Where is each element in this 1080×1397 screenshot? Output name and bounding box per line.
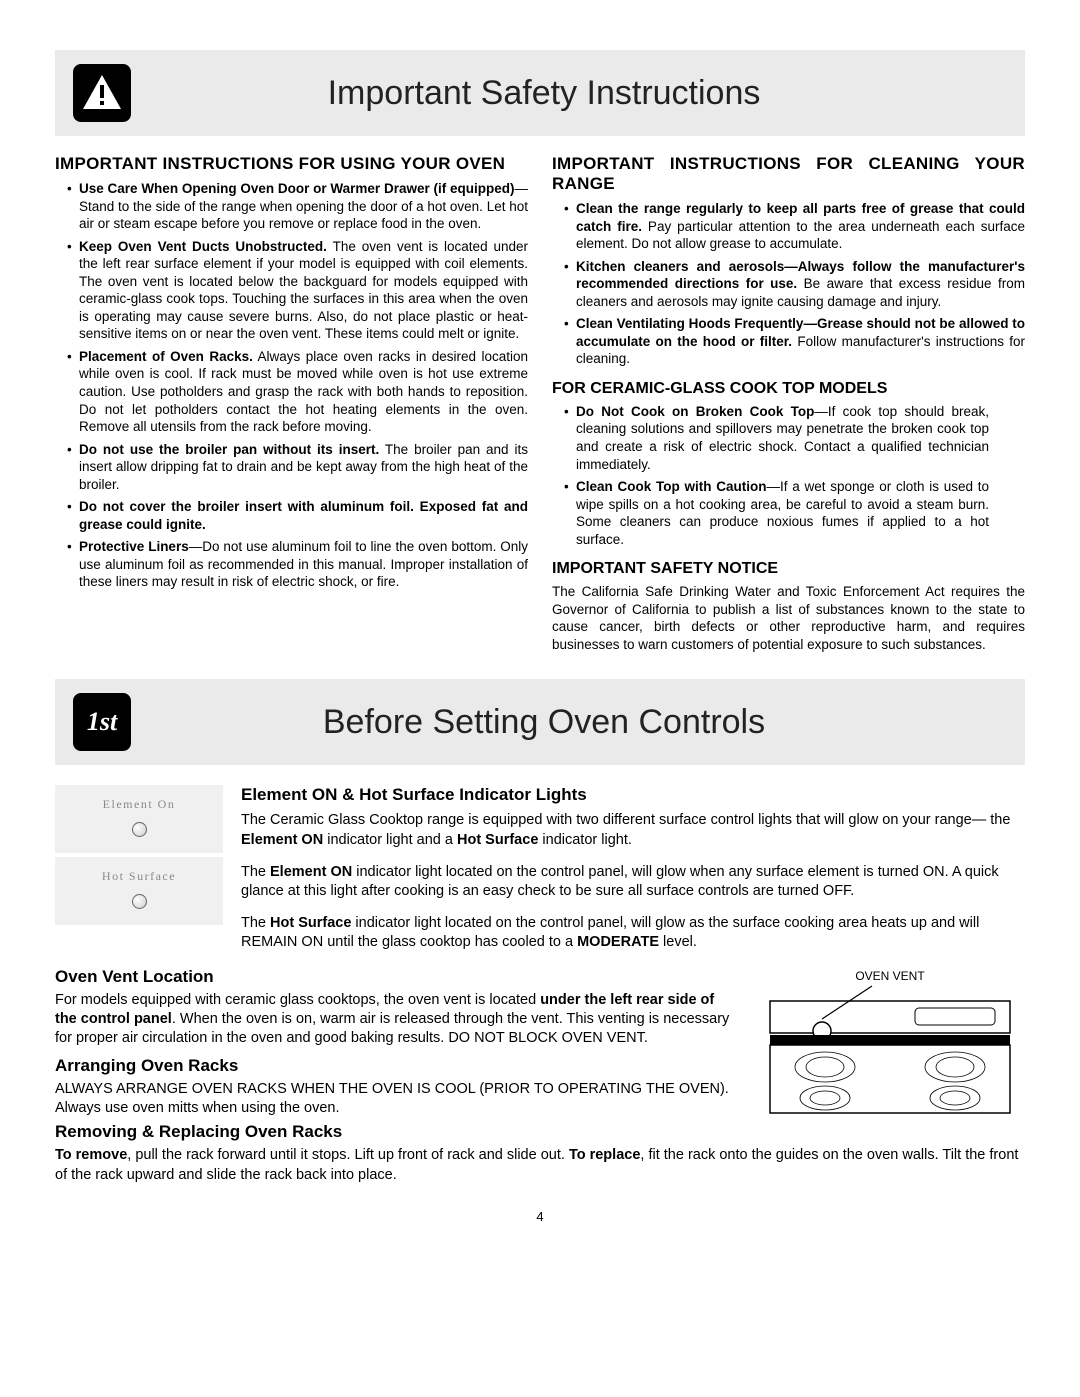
list-item: Do not cover the broiler insert with alu… xyxy=(67,498,528,533)
list-item: Protective Liners—Do not use aluminum fo… xyxy=(67,538,528,591)
hot-surface-box: Hot Surface xyxy=(55,857,223,925)
controls-header: 1st Before Setting Oven Controls xyxy=(55,679,1025,765)
racks-heading: Arranging Oven Racks xyxy=(55,1056,735,1076)
lower-row: Oven Vent Location For models equipped w… xyxy=(55,967,1025,1119)
vent-heading: Oven Vent Location xyxy=(55,967,735,987)
controls-title: Before Setting Oven Controls xyxy=(151,703,1007,742)
ceramic-list: Do Not Cook on Broken Cook Top—If cook t… xyxy=(552,403,1025,548)
oven-instructions-heading: IMPORTANT INSTRUCTIONS FOR USING YOUR OV… xyxy=(55,154,528,174)
oven-icon xyxy=(760,983,1020,1118)
left-column: IMPORTANT INSTRUCTIONS FOR USING YOUR OV… xyxy=(55,154,528,657)
instructions-columns: IMPORTANT INSTRUCTIONS FOR USING YOUR OV… xyxy=(55,154,1025,657)
element-on-box: Element On xyxy=(55,785,223,853)
indicator-panel: Element On Hot Surface xyxy=(55,785,223,952)
indicator-p1: The Ceramic Glass Cooktop range is equip… xyxy=(241,811,1025,850)
indicator-text: Element ON & Hot Surface Indicator Light… xyxy=(241,785,1025,952)
indicator-p3: The Hot Surface indicator light located … xyxy=(241,914,1025,953)
indicator-dot-icon xyxy=(132,822,147,837)
safety-header: Important Safety Instructions xyxy=(55,50,1025,136)
warning-icon xyxy=(73,64,131,122)
element-on-label: Element On xyxy=(55,797,223,812)
oven-instructions-list: Use Care When Opening Oven Door or Warme… xyxy=(55,180,528,591)
lower-text: Oven Vent Location For models equipped w… xyxy=(55,967,735,1119)
indicator-p2: The Element ON indicator light located o… xyxy=(241,863,1025,902)
oven-diagram: OVEN VENT xyxy=(755,967,1025,1119)
list-item: Placement of Oven Racks. Always place ov… xyxy=(67,348,528,436)
remove-heading: Removing & Replacing Oven Racks xyxy=(55,1122,1025,1142)
remove-text: To remove, pull the rack forward until i… xyxy=(55,1146,1025,1184)
ceramic-heading: FOR CERAMIC-GLASS COOK TOP MODELS xyxy=(552,380,1025,398)
safety-title: Important Safety Instructions xyxy=(151,74,1007,113)
list-item: Do not use the broiler pan without its i… xyxy=(67,441,528,494)
racks-text: ALWAYS ARRANGE OVEN RACKS WHEN THE OVEN … xyxy=(55,1080,735,1118)
indicator-dot-icon xyxy=(132,894,147,909)
right-column: IMPORTANT INSTRUCTIONS FOR CLEANING YOUR… xyxy=(552,154,1025,657)
list-item: Clean Ventilating Hoods Frequently—Greas… xyxy=(564,315,1025,368)
list-item: Keep Oven Vent Ducts Unobstructed. The o… xyxy=(67,238,528,343)
list-item: Clean Cook Top with Caution—If a wet spo… xyxy=(564,478,989,548)
list-item: Use Care When Opening Oven Door or Warme… xyxy=(67,180,528,233)
oven-vent-label: OVEN VENT xyxy=(755,969,1025,983)
remove-section: Removing & Replacing Oven Racks To remov… xyxy=(55,1122,1025,1184)
indicator-section: Element On Hot Surface Element ON & Hot … xyxy=(55,785,1025,952)
list-item: Clean the range regularly to keep all pa… xyxy=(564,200,1025,253)
cleaning-heading: IMPORTANT INSTRUCTIONS FOR CLEANING YOUR… xyxy=(552,154,1025,194)
safety-notice-heading: IMPORTANT SAFETY NOTICE xyxy=(552,560,1025,578)
vent-text: For models equipped with ceramic glass c… xyxy=(55,991,735,1048)
list-item: Do Not Cook on Broken Cook Top—If cook t… xyxy=(564,403,989,473)
first-icon: 1st xyxy=(73,693,131,751)
safety-notice-text: The California Safe Drinking Water and T… xyxy=(552,583,1025,653)
cleaning-list: Clean the range regularly to keep all pa… xyxy=(552,200,1025,368)
indicator-heading: Element ON & Hot Surface Indicator Light… xyxy=(241,785,1025,805)
list-item: Kitchen cleaners and aerosols—Always fol… xyxy=(564,258,1025,311)
page-number: 4 xyxy=(55,1209,1025,1224)
hot-surface-label: Hot Surface xyxy=(55,869,223,884)
